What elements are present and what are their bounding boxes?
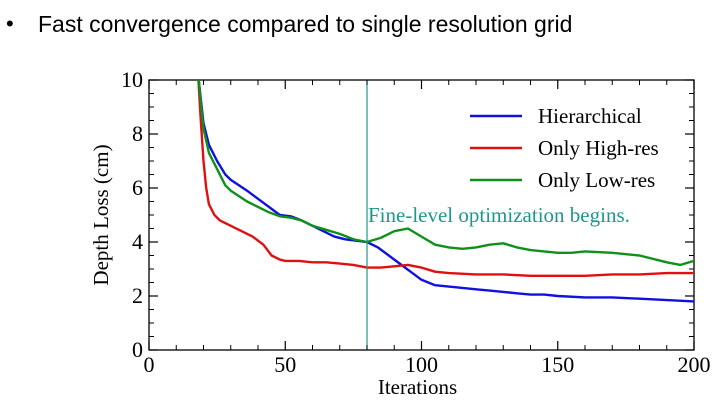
bullet-text: Fast convergence compared to single reso…: [38, 10, 573, 37]
x-tick-label-150: 150: [541, 352, 574, 377]
series-line-1: [197, 80, 694, 303]
y-tick-label-4: 4: [132, 229, 143, 254]
legend-label-1: Hierarchical: [538, 104, 642, 128]
bullet-dot: •: [6, 11, 14, 36]
y-tick-label-0: 0: [132, 337, 143, 362]
x-tick-label-200: 200: [678, 352, 711, 377]
bullet-row: • Fast convergence compared to single re…: [6, 4, 572, 44]
y-tick-label-10: 10: [121, 67, 143, 92]
legend-label-3: Only Low-res: [538, 168, 655, 192]
x-tick-label-100: 100: [405, 352, 438, 377]
x-tick-label-0: 0: [144, 352, 155, 377]
vline-annotation: Fine-level optimization begins.: [368, 203, 630, 227]
y-tick-label-8: 8: [132, 121, 143, 146]
legend-label-2: Only High-res: [538, 136, 659, 160]
x-tick-label-50: 50: [274, 352, 296, 377]
series-line-2: [197, 80, 694, 277]
y-tick-label-6: 6: [132, 175, 143, 200]
y-tick-label-2: 2: [132, 283, 143, 308]
x-axis-label: Iterations: [378, 375, 457, 399]
series-line-3: [197, 80, 694, 267]
y-axis-label: Depth Loss (cm): [89, 144, 113, 285]
